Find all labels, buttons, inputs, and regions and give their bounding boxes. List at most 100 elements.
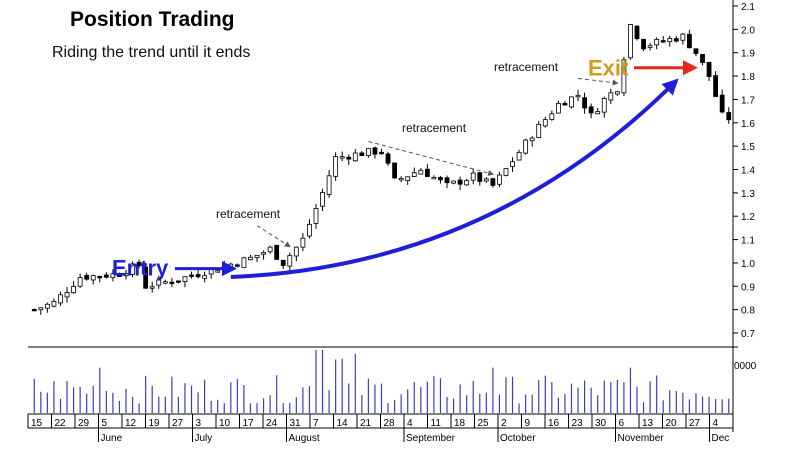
candle-body — [333, 156, 339, 177]
candle-body — [352, 152, 358, 162]
x-day-tick-label: 29 — [78, 418, 90, 429]
candle-body — [673, 38, 679, 42]
candle-body — [44, 303, 50, 309]
candle-body — [307, 223, 312, 237]
x-day-tick-label: 9 — [525, 418, 531, 429]
chart-title: Position Trading — [70, 8, 235, 31]
candle-body — [654, 38, 660, 46]
candle-body — [405, 176, 411, 181]
candle-body — [667, 38, 673, 43]
candle-body — [176, 280, 181, 283]
candle-body — [51, 300, 57, 307]
x-day-tick-label: 5 — [102, 418, 108, 429]
y-tick-label: 1.8 — [741, 72, 755, 83]
candle-body — [726, 112, 732, 121]
x-month-label: November — [618, 433, 665, 444]
candle-body — [444, 177, 450, 184]
x-month-label: Dec — [712, 433, 730, 444]
candle-body — [569, 96, 574, 108]
candle-body — [392, 162, 398, 179]
trend-arrow — [230, 78, 679, 279]
candle-body — [687, 33, 692, 49]
candle-body — [379, 151, 384, 155]
x-day-tick-label: 21 — [360, 418, 372, 429]
candle-body — [169, 281, 175, 285]
retracement-label: retracement — [494, 60, 559, 74]
candle-body — [641, 39, 646, 50]
x-day-tick-label: 6 — [619, 418, 625, 429]
candle-body — [497, 174, 502, 185]
candle-body — [418, 169, 424, 175]
candle-body — [411, 172, 417, 177]
candle-body — [130, 263, 135, 275]
candle-body — [457, 179, 463, 185]
x-day-tick-label: 27 — [172, 418, 184, 429]
candle-body — [693, 48, 699, 54]
candle-body — [523, 139, 529, 154]
y-tick-label: 1.1 — [741, 236, 755, 247]
candle-body — [123, 273, 129, 277]
candle-body — [477, 172, 483, 182]
candle-body — [706, 61, 712, 77]
candle-body — [195, 274, 201, 278]
candle-body — [110, 273, 116, 279]
candle-body — [634, 25, 640, 40]
candle-body — [38, 307, 44, 311]
retracement-label: retracement — [402, 121, 467, 135]
x-day-tick-label: 25 — [478, 418, 490, 429]
x-day-tick-label: 13 — [642, 418, 654, 429]
candle-body — [320, 192, 325, 207]
x-day-tick-label: 10 — [219, 418, 231, 429]
candle-body — [149, 286, 155, 289]
candle-body — [431, 176, 437, 180]
candle-body — [103, 274, 109, 278]
candle-body — [339, 156, 345, 159]
x-day-tick-label: 3 — [196, 418, 202, 429]
candle-body — [490, 178, 496, 186]
retracement-line — [256, 225, 291, 248]
candle-body — [503, 168, 509, 176]
candle-body — [90, 275, 96, 281]
candle-body — [660, 40, 666, 43]
candle-body — [58, 294, 63, 304]
x-day-tick-label: 30 — [595, 418, 607, 429]
candle-body — [372, 147, 378, 155]
candle-body — [248, 256, 253, 261]
x-day-tick-label: 11 — [431, 418, 442, 429]
candle-body — [267, 246, 273, 253]
candle-body — [189, 274, 194, 277]
candle-body — [549, 113, 555, 120]
candle-body — [77, 277, 83, 287]
y-tick-label: 2.0 — [741, 25, 755, 36]
y-tick-label: 1.7 — [741, 95, 755, 106]
candle-body — [274, 244, 280, 260]
retracement-label: retracement — [216, 207, 281, 221]
y-tick-label: 0.7 — [741, 329, 755, 340]
candle-body — [241, 257, 247, 268]
candle-body — [719, 94, 725, 113]
entry-label: Entry — [112, 256, 169, 281]
candle-body — [510, 161, 515, 168]
candle-body — [182, 276, 188, 282]
candle-body — [562, 103, 568, 106]
retracement-line — [368, 140, 495, 176]
candle-body — [398, 177, 404, 181]
candle-body — [582, 97, 587, 109]
candle-body — [588, 106, 594, 114]
candle-body — [280, 259, 286, 266]
candle-body — [136, 261, 142, 267]
x-day-tick-label: 27 — [689, 418, 701, 429]
candle-body — [254, 254, 260, 259]
x-day-tick-label: 2 — [501, 418, 507, 429]
candle-body — [529, 137, 535, 142]
candle-body — [516, 151, 522, 161]
x-day-tick-label: 12 — [125, 418, 137, 429]
candle-body — [346, 156, 352, 160]
candle-body — [628, 24, 633, 59]
x-day-tick-label: 28 — [384, 418, 396, 429]
y-tick-label: 2.1 — [741, 2, 755, 13]
candle-body — [300, 237, 306, 248]
y-tick-label: 1.5 — [741, 142, 755, 153]
x-day-tick-label: 19 — [149, 418, 161, 429]
